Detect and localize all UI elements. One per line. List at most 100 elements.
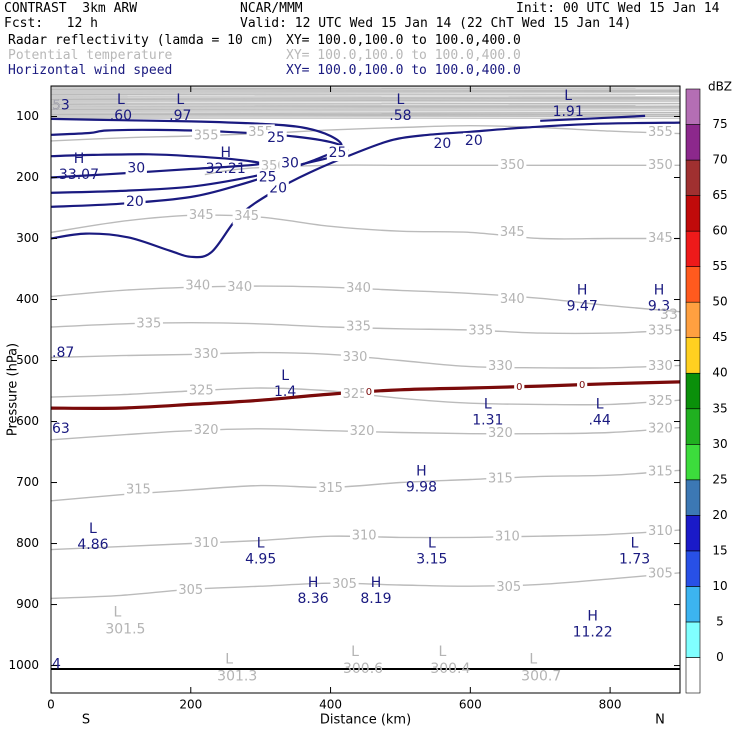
freezing-label: 0 [366,387,372,398]
wind-label-bg [431,135,454,152]
upper-theta-contour [51,104,680,106]
theta-label-bg [225,279,254,296]
theta-label: 325 [343,387,368,402]
theta-extremum-value: 300.6 [343,661,383,677]
x-end-label-left: S [82,713,90,728]
theta-label-bg [330,576,359,593]
theta-label-bg [646,358,675,375]
theta-label: 320 [648,421,673,436]
freezing-label: 0 [516,382,522,393]
colorbar-level-label: 10 [712,579,727,593]
chart-title: CONTRAST 3km ARW [4,1,138,16]
x-end-label-right: N [655,713,665,728]
colorbar-swatch [685,159,701,196]
wind-extremum-letter: L [117,92,125,108]
wind-label: 30 [127,160,145,176]
freezing-label-bg [363,384,375,401]
wind-extremum-letter: H [416,464,427,480]
wind-extremum-value: 4.95 [245,552,276,568]
wind-extremum-value: 1.31 [472,412,503,428]
wind-extremum-value: 8.19 [360,591,391,607]
wind-label-bg [463,132,485,149]
wind-extremum-value: 3.15 [416,552,447,568]
theta-label: 345 [189,208,214,223]
colorbar-level-label: 25 [712,472,727,486]
theta-label-bg [646,157,675,174]
wind-extremum-value: 9.3 [648,298,670,314]
colorbar-swatch [685,372,701,410]
wind-extremum-letter: L [564,88,572,104]
wind-extremum-letter: L [281,368,289,384]
upper-theta-contour [51,89,680,91]
theta-extremum-letter: L [225,651,233,667]
wind-extremum-letter: L [596,396,604,412]
wind-extremum-letter: L [89,521,97,537]
theta-label: 340 [500,292,525,307]
theta-label: 340 [346,281,371,296]
theta-label-bg [187,383,216,400]
theta-extremum-letter: L [438,644,446,660]
theta-label-bg [646,523,675,540]
wind-label: 20 [126,194,144,210]
colorbar-level-label: 65 [712,188,727,202]
theta-label-bg [646,464,675,481]
theta-label-bg [344,318,373,335]
y-tick-label: 700 [16,475,39,489]
theta-label-bg [340,349,370,366]
colorbar-level-label: 0 [716,650,724,664]
model-source: NCAR/MMM [240,1,303,16]
theta-label-bg [340,386,370,403]
upper-theta-contour [51,92,680,94]
colorbar-level-label: 30 [712,437,727,451]
theta-label-bg [187,207,216,224]
theta-label-bg [347,423,377,440]
theta-label: 335 [648,324,673,339]
x-tick-label: 600 [459,698,482,712]
colorbar-swatch [685,124,701,161]
theta-label-bg [486,470,515,487]
wind-label: 25 [259,170,277,186]
theta-label-bg [316,480,345,497]
wind-label-bg [256,169,279,186]
theta-label-bg [192,128,221,145]
x-axis-title: Distance (km) [320,713,411,728]
wind-extremum-letter: L [176,92,184,108]
wind-label-bg [265,129,287,146]
theta-label: 345 [500,225,525,240]
theta-label-bg [498,291,527,308]
colorbar-swatch [685,230,701,267]
theta-label: 320 [350,424,375,439]
colorbar-level-label: 55 [712,259,727,273]
theta-label: 335 [468,324,493,339]
wind-contour-30 [540,114,646,122]
theta-label-bg [498,224,527,241]
colorbar-level-label: 20 [712,508,727,522]
upper-theta-contour [51,108,680,110]
colorbar-swatch [685,586,701,623]
theta-label: 310 [495,529,520,544]
wind-edge-value: 63 [52,421,70,437]
theta-label-bg [646,230,675,247]
theta-label: 340 [185,279,210,294]
theta-label-bg [646,323,675,340]
colorbar-swatch [685,301,701,339]
wind-extremum-letter: H [220,145,231,161]
theta-label-bg [486,425,515,442]
theta-label: 315 [488,471,513,486]
theta-extremum-letter: L [113,604,121,620]
colorbar-level-label: 15 [712,543,727,557]
wind-label-bg [279,155,301,172]
theta-edge-value: 33 [660,307,678,323]
upper-theta-contour [51,111,680,113]
wind-extremum-letter: H [577,282,588,298]
wind-contour-20 [51,121,680,259]
wind-label-bg [125,160,147,177]
upper-theta-contour [51,87,680,90]
wind-label-bg [326,145,349,162]
theta-label-bg [486,358,515,375]
theta-label: 315 [126,482,151,497]
wind-extremum-letter: L [631,536,639,552]
theta-label-bg [646,393,675,410]
theta-label: 330 [648,359,673,374]
x-tick-label: 800 [599,698,622,712]
